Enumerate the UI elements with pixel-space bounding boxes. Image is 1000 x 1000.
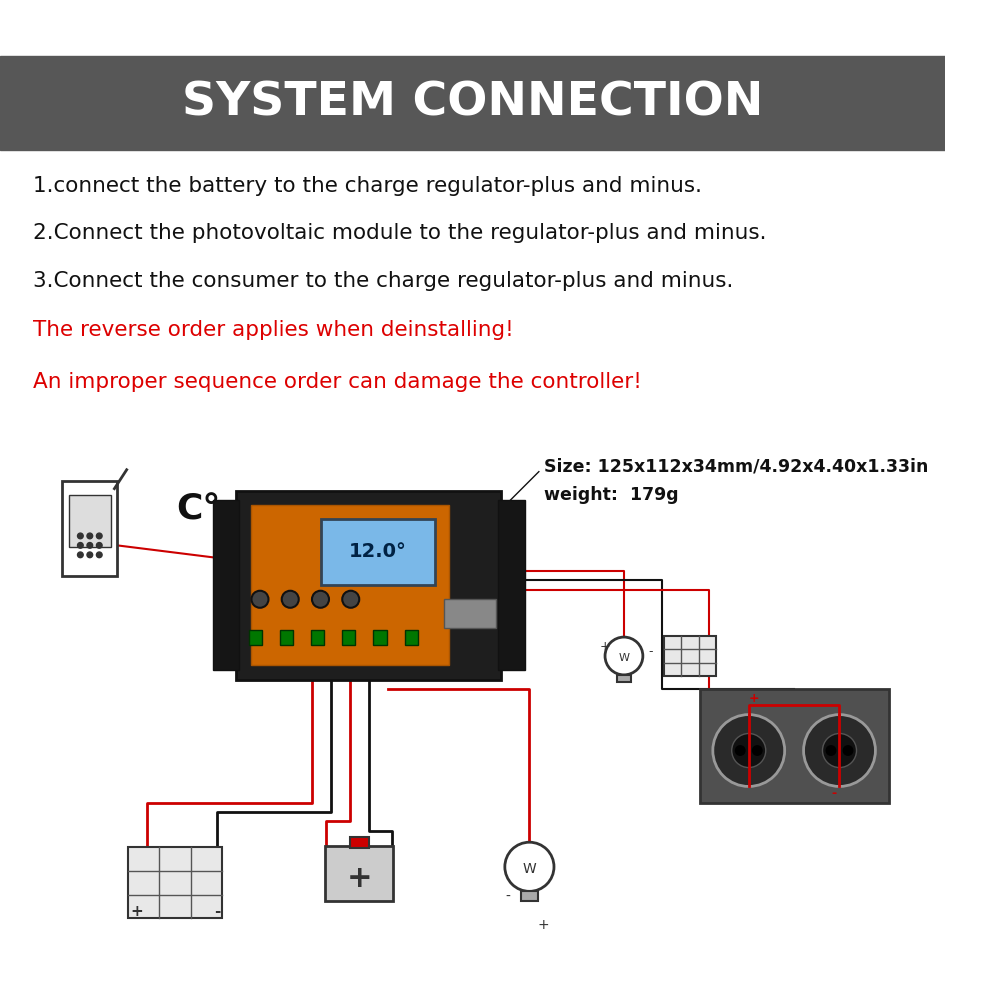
- Text: W: W: [523, 862, 536, 876]
- Circle shape: [342, 591, 359, 608]
- Circle shape: [505, 842, 554, 891]
- Text: +: +: [600, 640, 610, 653]
- Bar: [0, 56, 945, 150]
- Text: The reverse order applies when deinstalling!: The reverse order applies when deinstall…: [33, 320, 514, 340]
- Bar: [350, 837, 369, 848]
- Text: SYSTEM CONNECTION: SYSTEM CONNECTION: [182, 80, 763, 125]
- Circle shape: [804, 715, 875, 786]
- Bar: [236, 491, 501, 680]
- Text: C°: C°: [176, 492, 221, 526]
- Text: 2.Connect the photovoltaic module to the regulator-plus and minus.: 2.Connect the photovoltaic module to the…: [33, 223, 767, 243]
- Circle shape: [78, 543, 83, 548]
- Bar: [521, 891, 538, 901]
- Text: -: -: [831, 787, 836, 800]
- Circle shape: [736, 746, 745, 755]
- Circle shape: [312, 591, 329, 608]
- Bar: [498, 500, 525, 670]
- Text: W: W: [618, 653, 629, 663]
- Text: 1.connect the battery to the charge regulator-plus and minus.: 1.connect the battery to the charge regu…: [33, 176, 702, 196]
- Circle shape: [822, 734, 857, 768]
- Circle shape: [96, 533, 102, 539]
- Text: Size: 125x112x34mm/4.92x4.40x1.33in: Size: 125x112x34mm/4.92x4.40x1.33in: [544, 458, 928, 476]
- Bar: [373, 630, 387, 645]
- Circle shape: [713, 715, 785, 786]
- Text: +: +: [346, 864, 372, 893]
- Bar: [0, 27, 945, 56]
- Circle shape: [251, 591, 268, 608]
- Bar: [69, 495, 111, 547]
- Text: 3.Connect the consumer to the charge regulator-plus and minus.: 3.Connect the consumer to the charge reg…: [33, 271, 733, 291]
- Bar: [251, 505, 449, 665]
- Bar: [213, 500, 239, 670]
- Circle shape: [753, 746, 762, 755]
- Bar: [280, 630, 293, 645]
- Circle shape: [732, 734, 766, 768]
- Circle shape: [78, 552, 83, 558]
- Bar: [311, 630, 324, 645]
- Text: -: -: [505, 890, 510, 904]
- Circle shape: [87, 552, 93, 558]
- Bar: [321, 519, 435, 585]
- Text: An improper sequence order can damage the controller!: An improper sequence order can damage th…: [33, 372, 642, 392]
- Bar: [664, 636, 716, 676]
- Text: +: +: [749, 692, 760, 705]
- Text: 12.0°: 12.0°: [349, 542, 407, 561]
- Text: +: +: [131, 904, 143, 919]
- Text: +: +: [538, 918, 549, 932]
- Bar: [405, 630, 418, 645]
- Circle shape: [78, 533, 83, 539]
- Bar: [444, 599, 496, 628]
- Circle shape: [96, 543, 102, 548]
- Bar: [249, 630, 262, 645]
- Bar: [325, 846, 393, 901]
- Circle shape: [87, 533, 93, 539]
- Circle shape: [826, 746, 836, 755]
- Text: -: -: [214, 904, 221, 919]
- Circle shape: [605, 637, 643, 675]
- Circle shape: [282, 591, 299, 608]
- Circle shape: [96, 552, 102, 558]
- Bar: [700, 689, 889, 803]
- Bar: [128, 847, 222, 918]
- Circle shape: [87, 543, 93, 548]
- Bar: [617, 675, 631, 682]
- Text: -: -: [648, 645, 653, 658]
- Bar: [62, 481, 117, 576]
- Text: weight:  179g: weight: 179g: [544, 486, 678, 504]
- Bar: [342, 630, 355, 645]
- Circle shape: [843, 746, 853, 755]
